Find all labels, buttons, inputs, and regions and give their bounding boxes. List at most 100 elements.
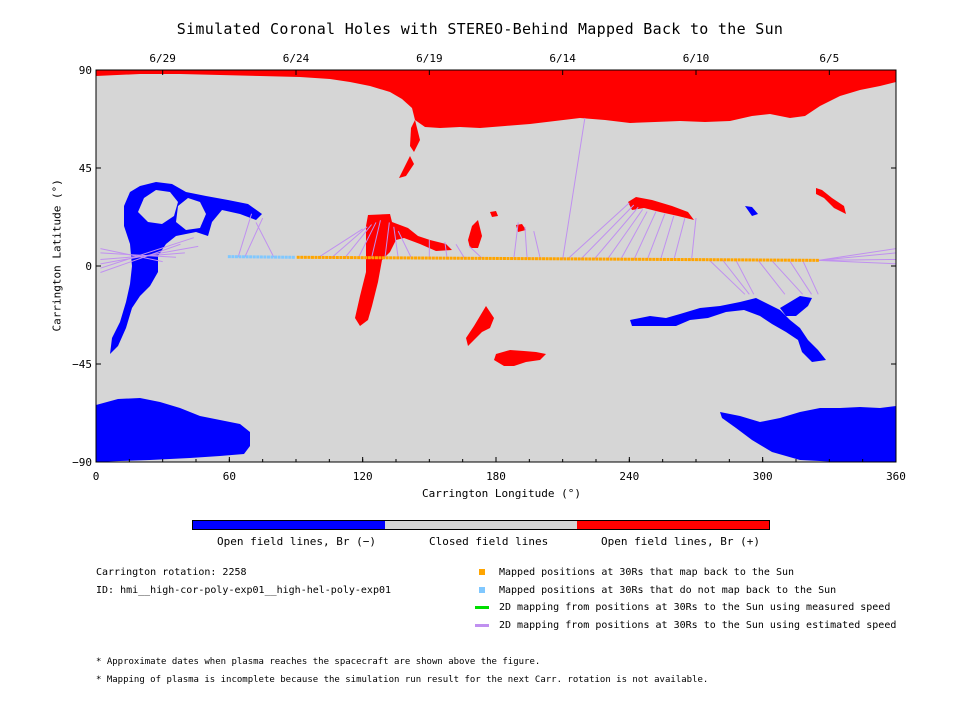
coronal-hole-positive-small-4 [816,188,846,214]
mapped-point [584,257,588,261]
mapped-point [556,257,560,261]
mapping-line [722,259,750,295]
mapped-point [438,256,442,260]
mapped-point [300,255,304,259]
mapped-point [780,258,784,262]
mapped-point [620,257,624,261]
mapping-line [100,252,177,258]
mapped-point [691,258,695,262]
mapped-point [670,257,674,261]
mapping-line [444,241,448,259]
mapping-line [255,222,275,258]
mapped-point [744,258,748,262]
mapped-point [616,257,620,261]
mapped-point [335,256,339,260]
footnote-dates: * Approximate dates when plasma reaches … [96,657,541,667]
colorbar-label-closed: Closed field lines [429,535,549,548]
mapped-point [734,258,738,262]
legend-label-measured: 2D mapping from positions at 30Rs to the… [499,602,891,613]
mapping-line [562,117,586,260]
mapped-point [406,256,410,260]
mapped-point [641,257,645,261]
closed-field-region [96,70,896,462]
mapped-point [591,257,595,261]
mapped-point [318,255,322,259]
mapped-point [702,258,706,262]
x-tick-label: 120 [353,470,373,483]
mapped-point [424,256,428,260]
mapped-point [577,257,581,261]
mapping-line [757,260,786,295]
mapping-line [384,222,390,259]
mapped-point [652,257,656,261]
mapped-point [350,256,354,260]
mapping-line [244,217,264,258]
mapped-point [378,256,382,260]
legend-label-mapped: Mapped positions at 30Rs that map back t… [499,567,795,578]
mapped-point [673,257,677,261]
mapping-line [620,211,648,261]
unmapped-point [270,255,274,259]
mapped-point [694,258,698,262]
colorbar-positive [577,521,769,529]
mapped-point [723,258,727,262]
unmapped-point [266,255,270,259]
x-tick-label: 360 [886,470,906,483]
mapped-point [705,258,709,262]
mapped-point [527,257,531,261]
mapped-point [446,256,450,260]
mapping-line [673,217,686,261]
closed-island-1 [138,190,178,224]
coronal-hole-positive-south-2 [494,350,546,366]
mapped-point [588,257,592,261]
mapping-line [771,260,804,295]
mapped-point [755,258,759,262]
mapped-point [481,256,485,260]
mapped-point [460,256,464,260]
mapped-point [449,256,453,260]
mapping-line [633,211,657,261]
mapped-point [538,257,542,261]
mapped-point [783,258,787,262]
y-tick-label: 0 [85,260,92,273]
mapped-point [776,258,780,262]
colorbar-closed [385,521,577,529]
mapped-point [684,258,688,262]
mapped-point [488,256,492,260]
coronal-hole-negative-tail [780,296,812,316]
mapping-line [818,252,896,261]
mapped-point [566,257,570,261]
mapped-point [648,257,652,261]
unmapped-point [227,255,231,259]
mapped-point [638,257,642,261]
mapped-point [627,257,631,261]
colorbar-negative [193,521,385,529]
mapped-point [662,257,666,261]
mapped-point [630,257,634,261]
coronal-hole-positive-arm [628,197,694,220]
mapped-point [307,255,311,259]
y-tick-label: 45 [79,162,92,175]
mapped-point [716,258,720,262]
mapping-line [818,248,896,261]
top-date-label: 6/5 [819,52,839,65]
mapped-point [709,258,713,262]
mapped-point [346,256,350,260]
mapped-point [581,257,585,261]
footnote-incomplete: * Mapping of plasma is incomplete becaus… [96,675,709,685]
mapping-line [331,226,368,259]
mapping-line [455,243,466,260]
mapped-point [367,256,371,260]
mapped-point [463,256,467,260]
mapped-point [602,257,606,261]
mapping-line [659,215,675,261]
mapped-point [374,256,378,260]
mapped-point [552,257,556,261]
mapped-point [467,256,471,260]
axes-group: 0 60 120 180 240 300 360 −90 −45 0 45 90 6/29 6/24 6/1… [72,52,906,483]
mapped-point [303,255,307,259]
mapped-point [421,256,425,260]
mapped-point [634,257,638,261]
mapping-line [735,260,755,295]
top-date-label: 6/14 [549,52,576,65]
